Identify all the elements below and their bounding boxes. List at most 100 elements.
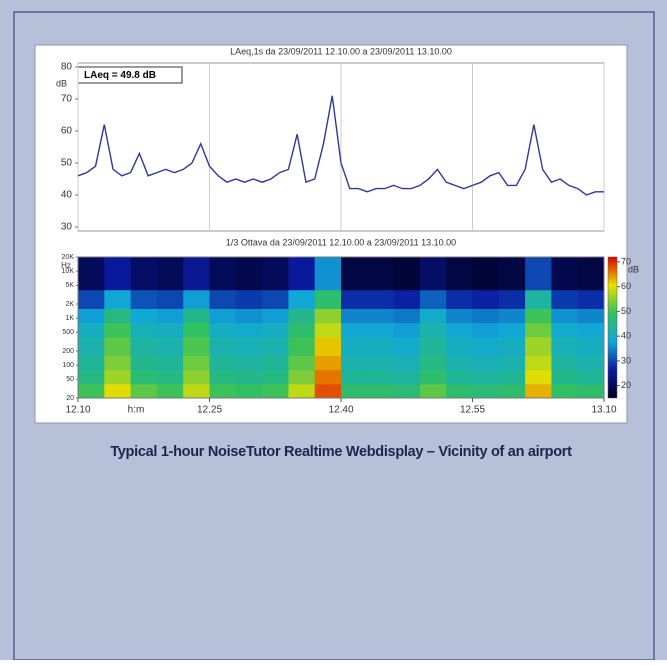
heat-cell	[78, 289, 105, 309]
heat-cell	[183, 336, 210, 356]
heat-cell	[130, 308, 158, 324]
heat-cell	[130, 369, 158, 385]
heat-cell	[498, 336, 526, 356]
heat-cell	[393, 336, 421, 356]
heat-cell	[446, 369, 473, 385]
heat-cell	[498, 308, 526, 324]
heat-cell	[393, 289, 421, 309]
heat-cell	[78, 383, 105, 399]
y-tick-label: 2K	[65, 301, 74, 308]
heat-cell	[104, 383, 131, 399]
heat-cell	[525, 308, 552, 324]
heat-cell	[209, 257, 237, 291]
heat-cell	[367, 355, 394, 371]
heat-cell	[156, 322, 184, 338]
colorbar-tick-label: 70	[621, 256, 631, 266]
heatmap-title: 1/3 Ottava da 23/09/2011 12.10.00 a 23/0…	[226, 237, 456, 247]
colorbar-label: dB	[628, 264, 639, 274]
y-label: dB	[56, 78, 67, 88]
heat-cell	[104, 289, 131, 309]
heat-cell	[78, 336, 105, 356]
heat-cell	[209, 336, 237, 356]
heat-cell	[341, 289, 368, 309]
heat-cell	[551, 369, 579, 385]
heat-cell	[551, 322, 579, 338]
heat-cell	[498, 369, 526, 385]
heat-cell	[577, 322, 605, 338]
x-tick-label: 12.40	[328, 405, 353, 416]
x-tick-label: 13.10	[591, 405, 616, 416]
heat-cell	[314, 308, 342, 324]
heat-cell	[419, 322, 447, 338]
heat-cell	[130, 336, 158, 356]
heat-cell	[156, 355, 184, 371]
heat-cell	[341, 257, 368, 291]
heat-cell	[78, 257, 105, 291]
heat-cell	[498, 355, 526, 371]
heat-cell	[130, 322, 158, 338]
colorbar-tick-label: 50	[621, 306, 631, 316]
heat-cell	[78, 369, 105, 385]
heat-cell	[393, 383, 421, 399]
y-tick-label: 30	[61, 222, 73, 233]
heat-cell	[577, 257, 605, 291]
heat-cell	[262, 355, 289, 371]
heat-cell	[104, 369, 131, 385]
heat-cell	[183, 383, 210, 399]
heat-cell	[235, 257, 263, 291]
heat-cell	[183, 355, 210, 371]
heat-cell	[551, 336, 579, 356]
y-tick-label: 500	[62, 329, 74, 336]
heat-cell	[341, 308, 368, 324]
heat-cell	[288, 308, 316, 324]
heat-cell	[472, 308, 500, 324]
heat-cell	[314, 336, 342, 356]
heat-cell	[446, 336, 473, 356]
heat-cell	[209, 355, 237, 371]
heat-cell	[367, 289, 394, 309]
heat-cell	[525, 289, 552, 309]
heat-cell	[235, 355, 263, 371]
heat-cell	[183, 289, 210, 309]
annotation: LAeq = 49.8 dB	[84, 70, 156, 81]
heat-cell	[288, 322, 316, 338]
line-title: LAeq,1s da 23/09/2011 12.10.00 a 23/09/2…	[230, 46, 452, 56]
heat-cell	[156, 336, 184, 356]
heat-cell	[498, 257, 526, 291]
heat-cell	[419, 355, 447, 371]
heat-cell	[262, 257, 289, 291]
y-tick-label: 5K	[65, 282, 74, 289]
heat-cell	[551, 355, 579, 371]
heat-cell	[262, 336, 289, 356]
heat-cell	[498, 322, 526, 338]
heat-cell	[472, 257, 500, 291]
heat-cell	[104, 336, 131, 356]
heat-cell	[525, 257, 552, 291]
heat-cell	[367, 308, 394, 324]
y-tick-label: 10K	[62, 268, 75, 275]
y-tick-label: 20	[66, 395, 74, 402]
heat-cell	[78, 322, 105, 338]
heat-cell	[446, 257, 473, 291]
colorbar-tick-label: 20	[621, 380, 631, 390]
heat-cell	[156, 257, 184, 291]
heat-cell	[183, 308, 210, 324]
x-label: h:m	[128, 405, 145, 416]
heat-cell	[288, 369, 316, 385]
heat-cell	[525, 355, 552, 371]
heat-cell	[235, 369, 263, 385]
heat-cell	[577, 383, 605, 399]
y-tick-label: 100	[62, 362, 74, 369]
heat-cell	[183, 257, 210, 291]
x-tick-label: 12.10	[65, 405, 90, 416]
y-tick-label: 80	[61, 62, 73, 73]
heat-cell	[314, 383, 342, 399]
y-tick-label: 70	[61, 94, 73, 105]
heat-cell	[341, 322, 368, 338]
x-tick-label: 12.25	[197, 405, 222, 416]
heat-cell	[577, 369, 605, 385]
heat-cell	[341, 336, 368, 356]
heat-cell	[551, 308, 579, 324]
heat-cell	[130, 257, 158, 291]
heat-cell	[341, 383, 368, 399]
